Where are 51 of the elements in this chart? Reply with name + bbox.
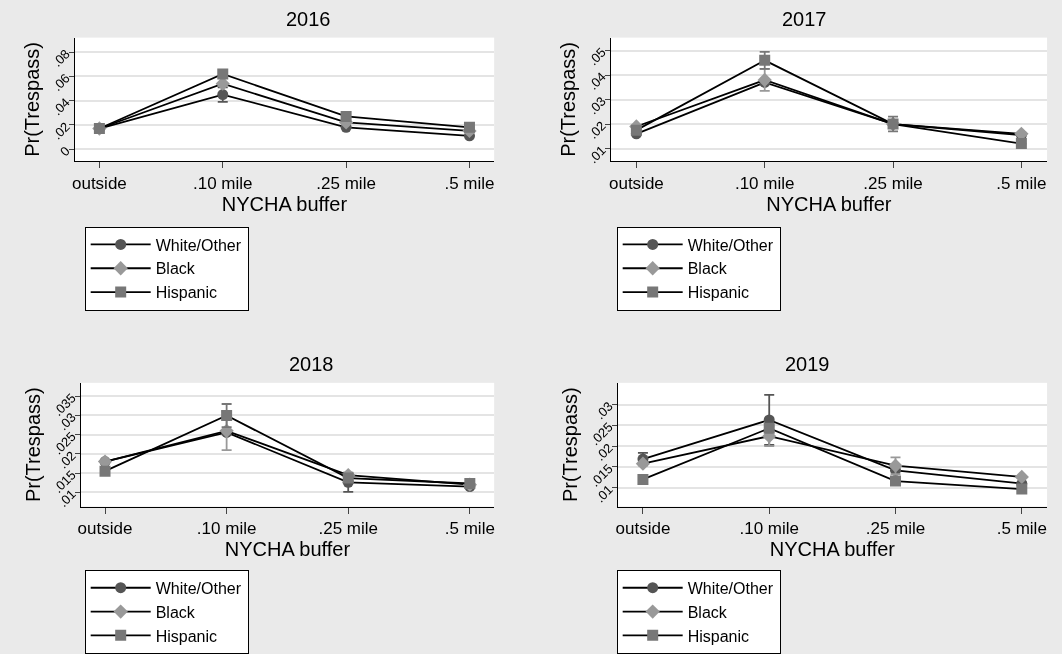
legend-label: Black [155, 603, 196, 621]
x-tick-label: outside [608, 173, 664, 193]
legend-label: White/Other [687, 579, 774, 597]
x-tick-label: .25 mile [318, 518, 378, 538]
legend-label: Black [155, 260, 196, 278]
x-tick-label: .25 mile [316, 173, 376, 193]
x-tick-label: .5 mile [444, 173, 495, 193]
y-tick-label: .08 [49, 46, 73, 70]
x-axis-title: NYCHA buffer [224, 537, 351, 560]
y-tick-label: .03 [592, 398, 616, 423]
x-tick-label: outside [77, 518, 133, 538]
y-axis-title: Pr(Trespass) [21, 387, 44, 503]
x-tick-label: .10 mile [734, 173, 795, 193]
legend-label: White/Other [687, 236, 774, 254]
chart-title: 2016 [286, 8, 331, 30]
x-tick-label: outside [615, 518, 671, 538]
x-axis-title: NYCHA buffer [769, 537, 896, 560]
y-tick-label: .01 [585, 142, 609, 167]
legend-label: Hispanic [687, 627, 750, 645]
y-axis-title: Pr(Trespass) [20, 42, 43, 157]
chart-title: 2017 [782, 8, 827, 30]
y-tick-label: 0 [57, 143, 73, 160]
x-tick-label: .25 mile [863, 173, 923, 193]
y-tick-label: .02 [49, 119, 73, 143]
legend-label: Black [687, 260, 728, 278]
x-axis-title: NYCHA buffer [221, 192, 348, 215]
chart-title: 2019 [785, 353, 830, 375]
legend-label: Hispanic [155, 284, 218, 302]
y-tick-label: .03 [585, 93, 609, 118]
x-tick-label: .10 mile [739, 518, 799, 538]
legend-label: White/Other [155, 579, 242, 597]
y-axis-title: Pr(Trespass) [558, 387, 581, 503]
x-tick-label: .10 mile [196, 518, 257, 538]
y-axis-title: Pr(Trespass) [556, 42, 579, 157]
y-tick-label: .04 [49, 94, 73, 119]
y-tick-label: .06 [49, 70, 73, 94]
chart-title: 2018 [289, 353, 334, 375]
x-tick-label: .5 mile [444, 518, 495, 538]
y-tick-label: .02 [585, 118, 609, 142]
legend-label: Hispanic [687, 284, 750, 302]
x-tick-label: .5 mile [996, 173, 1047, 193]
x-tick-label: .10 mile [192, 173, 253, 193]
legend-label: Black [687, 603, 728, 621]
y-tick-label: .05 [585, 44, 609, 69]
x-tick-label: outside [71, 173, 127, 193]
x-tick-label: .5 mile [996, 518, 1047, 538]
legend-label: Hispanic [155, 627, 218, 645]
legend-label: White/Other [155, 236, 242, 254]
x-tick-label: .25 mile [865, 518, 926, 538]
y-tick-label: .04 [585, 69, 609, 93]
x-axis-title: NYCHA buffer [766, 192, 892, 215]
